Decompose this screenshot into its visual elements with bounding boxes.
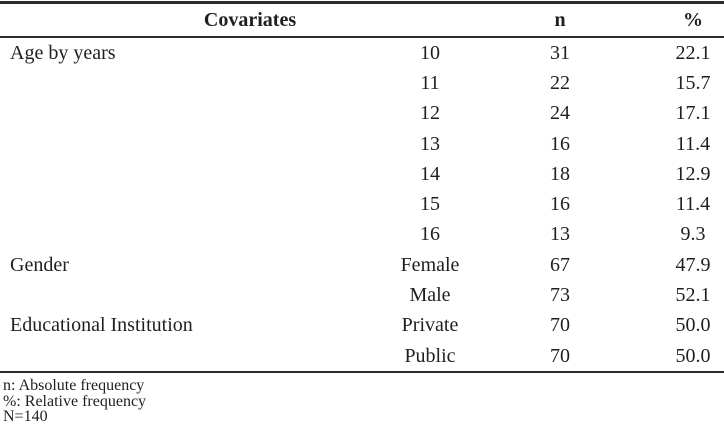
covariate-label-cell [0,220,360,250]
category-value-cell: Female [400,253,460,276]
table-row: 16 13 9.3 [0,220,724,250]
category-value-cell: 11 [420,71,440,94]
covariate-label-cell [0,68,360,98]
n-cell: 31 [550,41,571,64]
covariate-label-cell: Educational Institution [10,314,193,337]
covariate-label-cell [0,280,360,310]
percent-cell: 47.9 [675,253,711,276]
table-row: 11 22 15.7 [0,68,724,98]
percent-cell: 17.1 [675,102,711,125]
covariate-label-cell [0,99,360,129]
covariates-table: Covariates n % Age by years 10 31 22.1 1… [0,1,724,374]
footnote-total: N=140 [3,408,48,426]
n-cell: 70 [550,314,571,337]
n-cell: 70 [550,344,571,367]
category-value-cell: 12 [420,102,440,125]
n-cell: 13 [550,223,571,246]
category-value-cell: 13 [420,132,440,155]
category-value-cell: Private [401,314,459,337]
table-row: 14 18 12.9 [0,159,724,189]
table-row: 12 24 17.1 [0,99,724,129]
n-cell: 73 [550,284,571,307]
covariate-label-cell: Gender [10,253,69,276]
covariate-label-cell [0,129,360,159]
table-row: Age by years 10 31 22.1 [0,37,724,68]
category-value-cell: 14 [420,162,440,185]
column-header-percent: % [620,2,724,38]
category-value-cell: 15 [420,193,440,216]
covariate-label-cell [0,159,360,189]
n-cell: 22 [550,71,571,94]
percent-cell: 11.4 [675,193,711,216]
table-row: 15 16 11.4 [0,189,724,219]
n-cell: 24 [550,102,571,125]
n-cell: 67 [550,253,571,276]
table-row: Gender Female 67 47.9 [0,250,724,280]
covariate-label-cell [0,189,360,219]
category-value-cell: 10 [420,41,440,64]
column-header-covariates: Covariates [0,2,501,38]
footnote-percent: %: Relative frequency [3,392,147,410]
table-row: Male 73 52.1 [0,280,724,310]
percent-cell: 50.0 [675,344,711,367]
category-value-cell: 16 [420,223,440,246]
column-header-n: n [500,2,621,38]
percent-cell: 50.0 [675,314,711,337]
table-row: Public 70 50.0 [0,341,724,372]
table-footnotes: n: Absolute frequency %: Relative freque… [0,378,724,425]
percent-cell: 22.1 [675,41,711,64]
n-cell: 16 [550,132,571,155]
n-cell: 18 [550,162,571,185]
percent-cell: 9.3 [680,223,706,246]
table-row: 13 16 11.4 [0,129,724,159]
percent-cell: 52.1 [675,284,711,307]
covariate-label-cell: Age by years [10,41,116,64]
table-row: Educational Institution Private 70 50.0 [0,311,724,341]
category-value-cell: Public [404,344,456,367]
covariate-label-cell [0,341,360,372]
percent-cell: 15.7 [675,71,711,94]
table-body: Age by years 10 31 22.1 11 22 15.7 12 24… [0,37,724,372]
category-value-cell: Male [409,284,451,307]
n-cell: 16 [550,193,571,216]
percent-cell: 12.9 [675,162,711,185]
percent-cell: 11.4 [675,132,711,155]
footnote-n: n: Absolute frequency [3,377,145,395]
header-row: Covariates n % [0,2,724,38]
